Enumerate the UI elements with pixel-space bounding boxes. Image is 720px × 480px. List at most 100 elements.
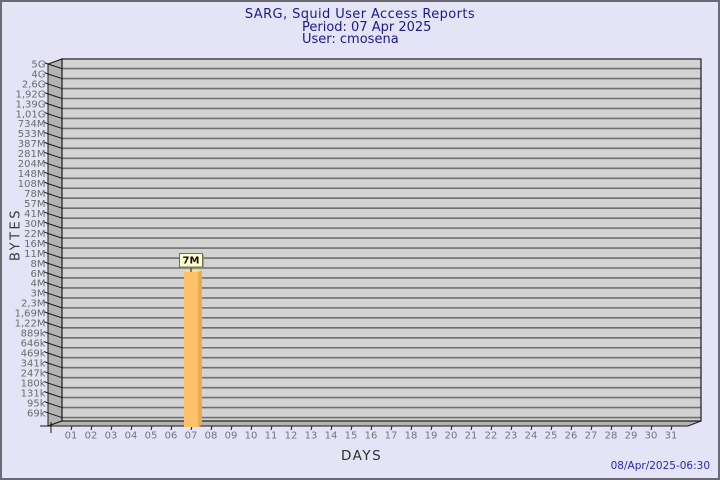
x-tick-label: 02 — [85, 431, 98, 442]
x-tick — [450, 425, 453, 431]
y-tick — [44, 231, 49, 234]
x-tick-label: 14 — [325, 431, 338, 442]
y-tick-label: 95k — [27, 398, 46, 409]
x-axis-title: DAYS — [341, 448, 383, 464]
chart-title: SARG, Squid User Access Reports — [244, 7, 476, 22]
y-tick-label: 533M — [18, 129, 46, 140]
y-tick-label: 646k — [21, 339, 46, 350]
x-tick-label: 05 — [145, 431, 158, 442]
x-tick — [530, 425, 533, 431]
bar-side-face — [198, 270, 202, 427]
report-timestamp: 08/Apr/2025-06:30 — [610, 460, 710, 472]
x-tick-label: 25 — [545, 431, 558, 442]
x-tick — [310, 425, 313, 431]
y-tick-label: 2,3M — [21, 299, 46, 310]
bar-value-box — [179, 253, 203, 268]
y-tick-label: 281M — [18, 149, 46, 160]
x-tick-label: 09 — [225, 431, 238, 442]
y-tick — [44, 82, 49, 85]
x-tick — [330, 425, 333, 431]
y-tick-bevel-line — [47, 63, 63, 70]
y-tick — [44, 361, 49, 364]
y-tick-bevel-line — [47, 203, 63, 209]
x-tick — [150, 425, 153, 431]
y-tick — [44, 111, 49, 115]
y-tick-bevel-line — [47, 73, 63, 80]
y-tick-bevel-line — [47, 183, 63, 189]
y-tick-label: 108M — [18, 179, 46, 190]
y-tick — [44, 211, 49, 215]
y-tick-label: 2,6G — [22, 79, 46, 90]
y-tick-label: 78M — [24, 189, 45, 200]
x-tick-label: 15 — [345, 431, 358, 442]
x-tick — [130, 425, 133, 431]
y-tick-bevel-line — [47, 113, 63, 119]
y-tick — [44, 181, 49, 185]
y-tick-label: 5G — [31, 59, 45, 70]
x-tick — [590, 425, 593, 431]
x-tick-label: 16 — [365, 431, 378, 442]
x-tick-label: 03 — [105, 431, 118, 442]
y-tick-bevel-line — [47, 302, 63, 309]
y-tick-label: 8M — [31, 259, 46, 270]
y-tick — [44, 411, 49, 414]
y-tick — [44, 341, 49, 344]
floor — [47, 420, 702, 427]
x-tick — [550, 425, 553, 431]
y-tick — [44, 201, 49, 205]
x-tick — [650, 425, 653, 431]
x-tick-label: 30 — [645, 431, 658, 442]
chart-subtitle-user: User: cmosena — [302, 32, 399, 47]
x-tick — [630, 425, 633, 431]
y-tick-label: 734M — [18, 119, 46, 130]
x-tick — [410, 425, 413, 431]
x-tick-label: 20 — [445, 431, 458, 442]
y-tick-label: 1,92G — [15, 89, 45, 100]
y-tick-bevel-line — [47, 362, 63, 369]
x-tick — [390, 425, 393, 431]
x-tick — [210, 425, 213, 431]
x-tick-label: 11 — [265, 431, 278, 442]
x-tick-label: 10 — [245, 431, 258, 442]
y-tick-bevel-line — [47, 93, 63, 99]
y-tick — [44, 371, 49, 374]
x-tick-label: 28 — [605, 431, 618, 442]
y-tick-label: 180k — [21, 378, 46, 389]
y-tick — [44, 131, 49, 135]
x-tick-label: 01 — [65, 431, 78, 442]
y-tick-label: 16M — [24, 239, 45, 250]
x-tick — [430, 425, 433, 431]
y-tick-bevel-line — [47, 292, 63, 299]
y-tick — [44, 331, 49, 334]
bar-value-label: 7M — [183, 256, 200, 267]
x-tick — [670, 425, 673, 431]
y-tick — [44, 391, 49, 394]
y-tick — [44, 241, 49, 244]
y-tick-label: 22M — [24, 229, 45, 240]
y-tick — [44, 281, 49, 284]
y-tick-bevel-line — [47, 143, 63, 149]
y-tick-bevel-line — [47, 163, 63, 169]
x-tick-label: 04 — [125, 431, 138, 442]
y-tick — [44, 102, 49, 105]
y-tick-label: 57M — [24, 199, 45, 210]
y-tick-label: 6M — [31, 269, 46, 280]
x-tick — [370, 425, 373, 431]
y-tick-label: 30M — [24, 219, 45, 230]
y-tick-bevel-line — [47, 372, 63, 379]
x-tick — [250, 425, 253, 431]
y-tick-bevel-line — [47, 123, 63, 129]
x-tick-label: 27 — [585, 431, 598, 442]
x-tick-label: 26 — [565, 431, 578, 442]
x-tick-label: 24 — [525, 431, 538, 442]
x-tick — [70, 425, 73, 431]
x-tick — [570, 425, 573, 431]
y-tick-label: 1,22M — [15, 319, 46, 330]
y-tick-label: 469k — [21, 349, 46, 360]
x-tick-label: 18 — [405, 431, 418, 442]
x-tick-label: 23 — [505, 431, 518, 442]
y-tick-bevel-line — [47, 342, 63, 349]
y-tick-bevel-line — [47, 312, 63, 319]
bar — [184, 272, 198, 427]
